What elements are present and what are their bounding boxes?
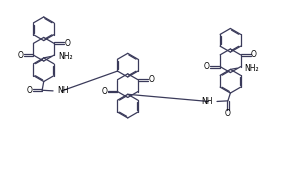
Text: O: O	[251, 50, 257, 59]
Text: NH: NH	[201, 97, 213, 106]
Text: NH: NH	[57, 86, 69, 95]
Text: O: O	[204, 62, 210, 71]
Text: O: O	[148, 75, 154, 84]
Text: NH₂: NH₂	[58, 52, 73, 61]
Text: NH₂: NH₂	[244, 64, 259, 73]
Text: O: O	[225, 109, 231, 118]
Text: O: O	[17, 51, 23, 60]
Text: O: O	[64, 39, 70, 48]
Text: O: O	[27, 86, 33, 95]
Text: O: O	[101, 87, 107, 96]
